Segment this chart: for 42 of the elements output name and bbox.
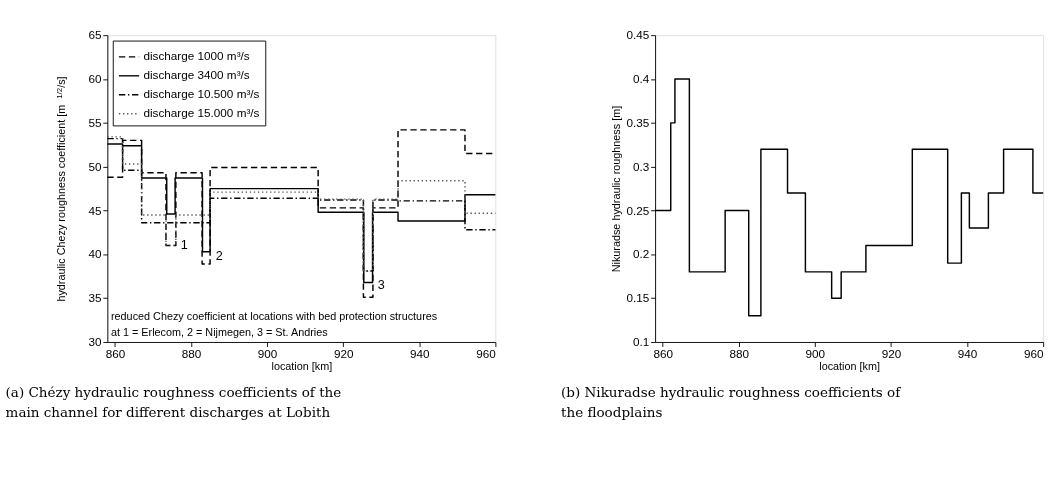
x-tick-label: 960 xyxy=(476,346,497,360)
annotation: reduced Chezy coefficient at locations with bed protection structures xyxy=(110,310,438,323)
x-axis-title: location [km] xyxy=(819,360,880,373)
y-tick-label: 0.3 xyxy=(632,159,650,173)
text: (a) Chézy hydraulic roughness coefficients of the main channel for different discharges at Lobith xyxy=(5,384,342,420)
annotation: at 1 = Erlecom, 2 = Nijmegen, 3 = St. Andries xyxy=(110,325,329,338)
y-tick-label: 0.1 xyxy=(632,335,650,349)
legend-label: discharge 3400 m³/s xyxy=(143,68,250,82)
x-tick-label: 900 xyxy=(805,346,826,360)
legend-label: discharge 15.000 m³/s xyxy=(143,106,260,120)
y-tick-label: 30 xyxy=(88,335,102,349)
y-tick-label: 45 xyxy=(88,203,102,217)
x-tick-label: 960 xyxy=(1024,346,1045,360)
x-tick-label: 900 xyxy=(257,346,278,360)
legend-label: discharge 10.500 m³/s xyxy=(143,87,260,101)
x-tick-label: 940 xyxy=(957,346,978,360)
y-tick-label: 55 xyxy=(88,115,102,129)
x-tick-label: 860 xyxy=(105,346,126,360)
y-tick-label: 50 xyxy=(88,159,102,173)
y-tick-label: 0.35 xyxy=(626,115,650,129)
x-tick-label: 880 xyxy=(729,346,750,360)
y-tick-label: 0.2 xyxy=(632,247,650,261)
y-tick-label: 0.15 xyxy=(626,291,650,305)
y-tick-label: 0.25 xyxy=(626,203,650,217)
annotation: 2 xyxy=(215,248,223,263)
y-tick-label: 60 xyxy=(88,72,102,86)
y-axis-title: Nikuradse hydraulic roughness [m] xyxy=(610,105,623,273)
annotation: 1 xyxy=(180,238,188,253)
y-tick-label: 0.45 xyxy=(626,28,650,42)
text: (b) Nikuradse hydraulic roughness coefficients of the floodplains xyxy=(561,384,902,420)
y-tick-label: 65 xyxy=(88,28,102,42)
annotation: 3 xyxy=(377,277,385,292)
y-tick-label: 40 xyxy=(88,247,102,261)
x-axis-title: location [km] xyxy=(271,360,333,373)
x-tick-label: 880 xyxy=(181,346,202,360)
y-tick-label: 0.4 xyxy=(632,72,650,86)
x-tick-label: 920 xyxy=(881,346,902,360)
y-tick-label: 35 xyxy=(88,291,102,305)
x-tick-label: 920 xyxy=(333,346,354,360)
x-tick-label: 940 xyxy=(410,346,431,360)
legend-label: discharge 1000 m³/s xyxy=(143,49,250,63)
x-tick-label: 860 xyxy=(653,346,674,360)
